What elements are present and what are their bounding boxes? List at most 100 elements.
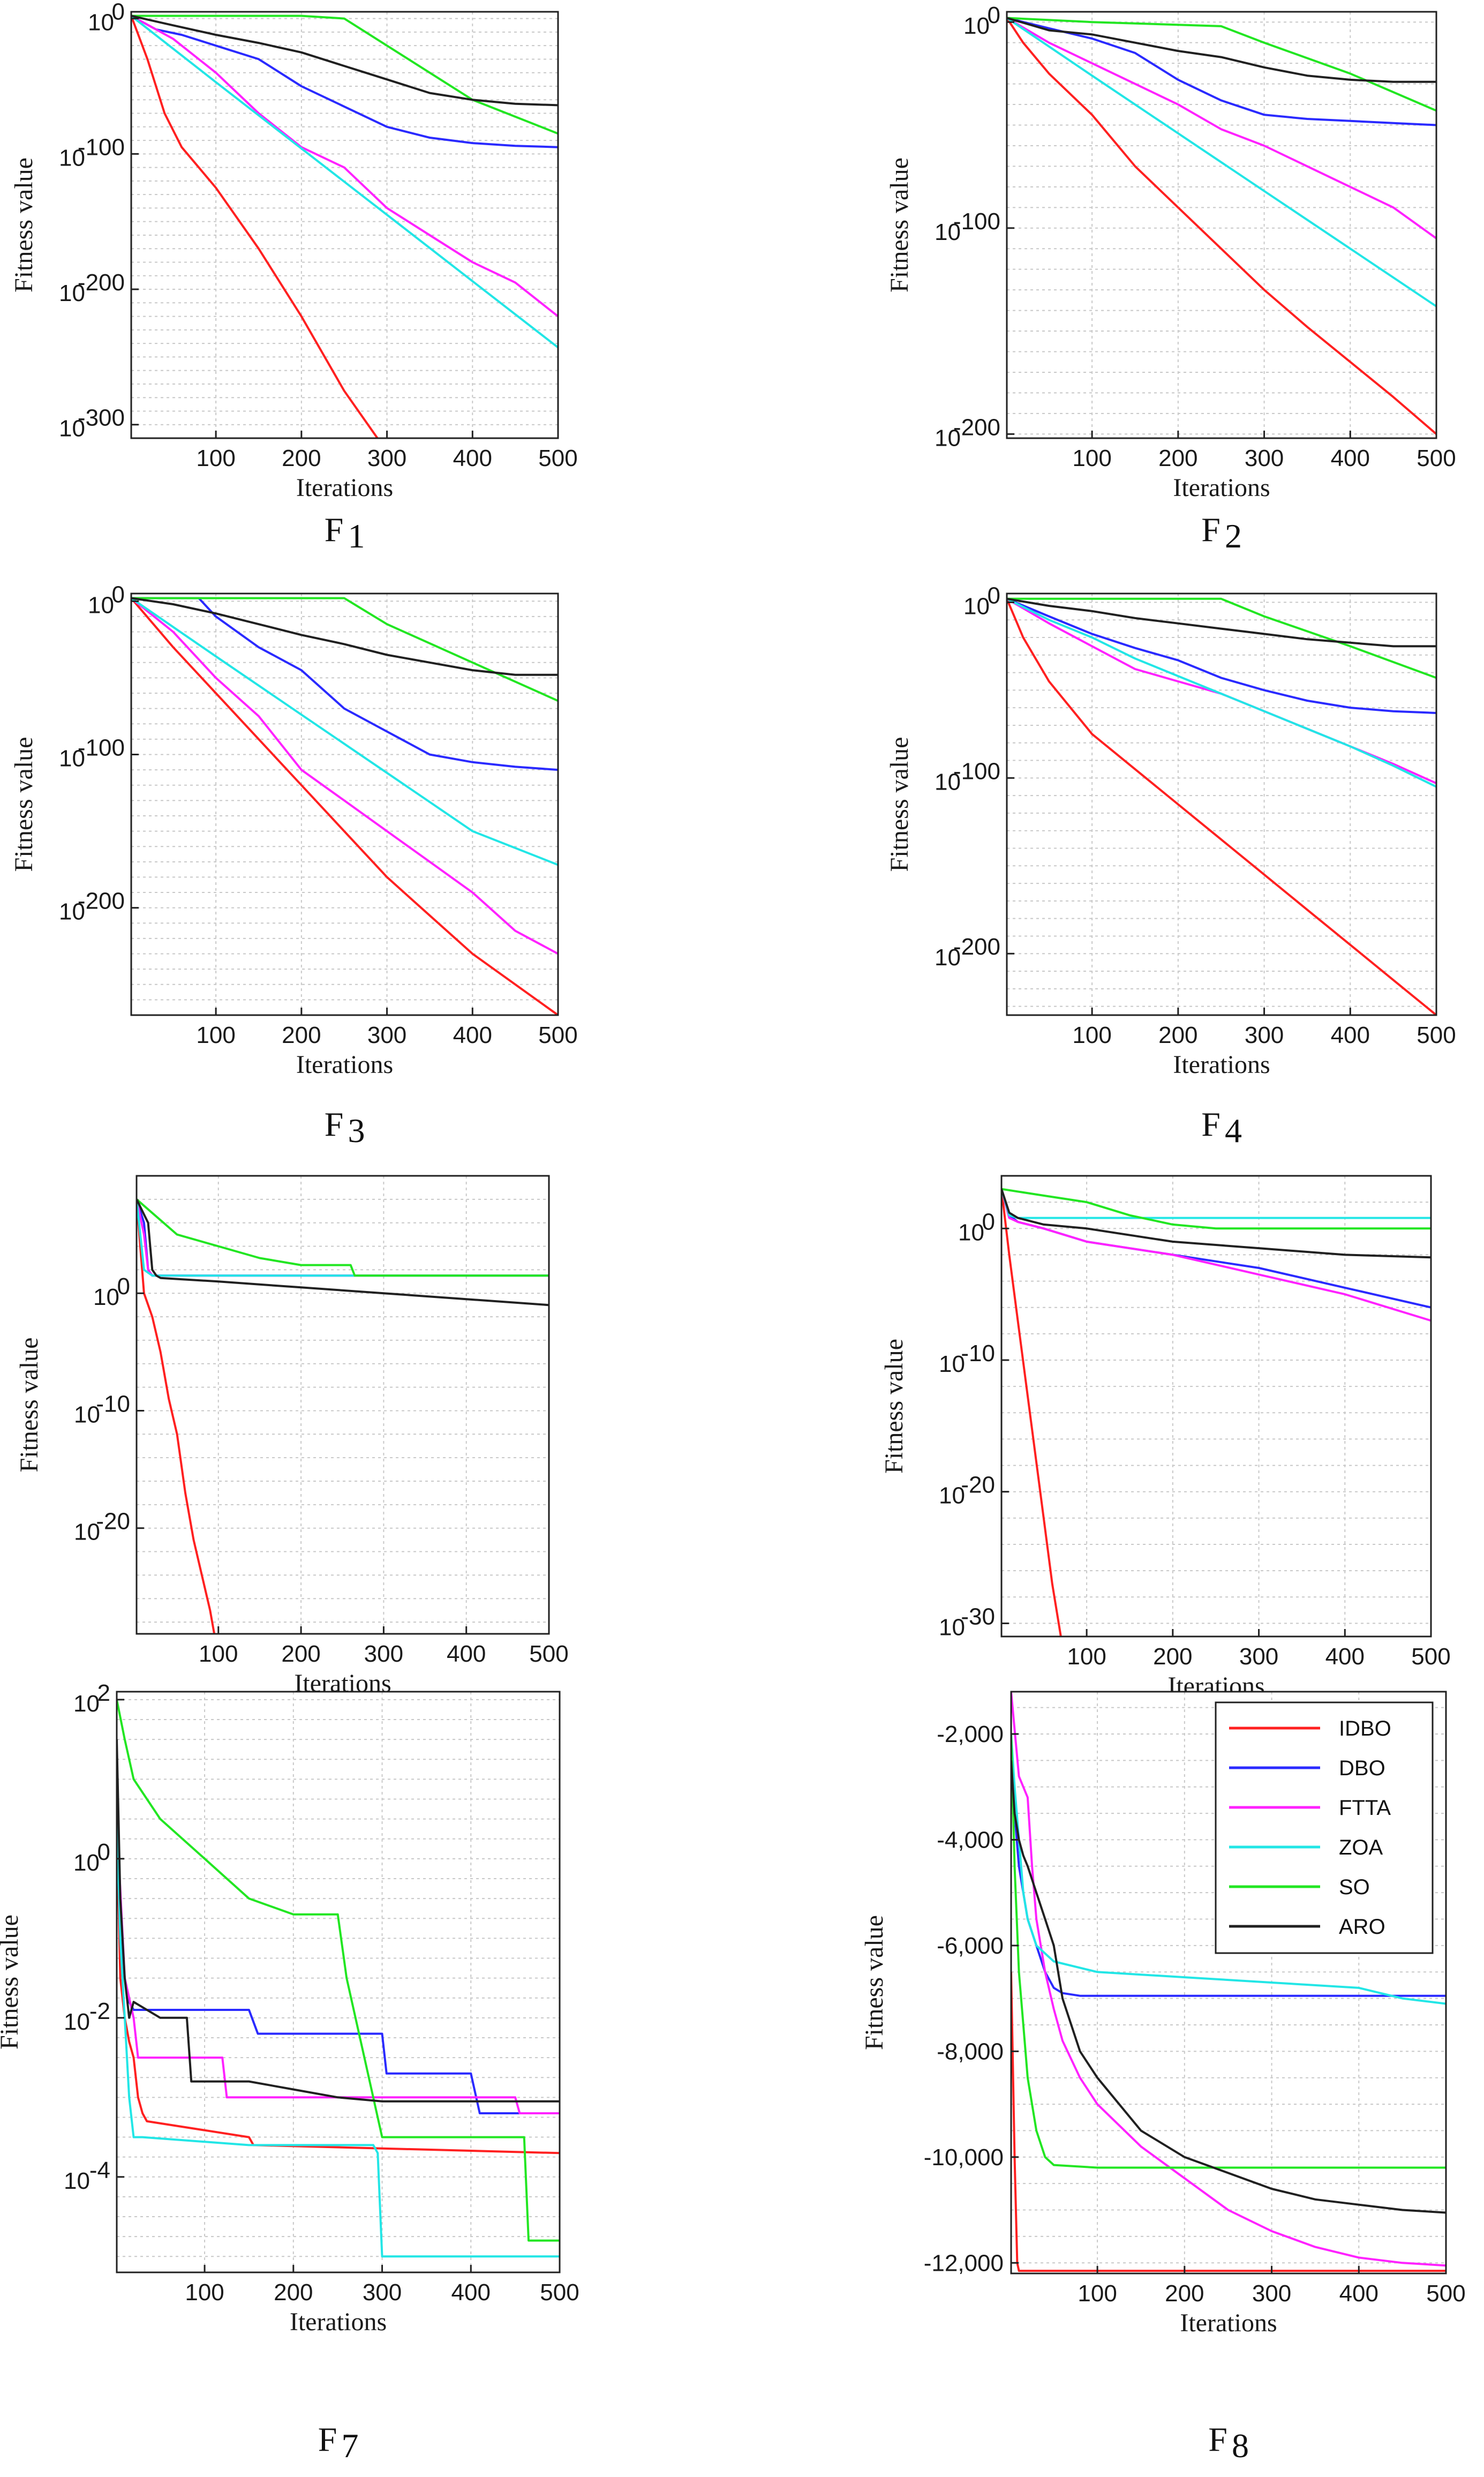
series-group <box>1001 1188 1431 1637</box>
series-line-idbo <box>1007 598 1436 1015</box>
series-line-zoa <box>137 1199 549 1277</box>
series-line-zoa <box>117 1819 560 2258</box>
series-group <box>1007 17 1436 435</box>
series-line-aro <box>1007 597 1436 648</box>
y-tick-label: 10 <box>59 899 85 925</box>
y-tick-label: -12,000 <box>924 2250 1004 2276</box>
plot-area <box>137 1176 549 1634</box>
x-tick-label: 300 <box>1239 1643 1278 1670</box>
y-tick-label: 10 <box>88 592 114 618</box>
x-tick-label: 500 <box>529 1641 568 1667</box>
y-tick-label: 10 <box>64 2009 90 2035</box>
y-tick-exponent: -10 <box>961 1340 995 1367</box>
series-line-idbo <box>1007 17 1436 435</box>
x-tick-label: 100 <box>199 1641 238 1667</box>
x-axis-label: Iterations <box>296 474 393 502</box>
x-tick-label: 500 <box>540 2279 579 2306</box>
y-tick-exponent: 0 <box>97 1839 110 1865</box>
y-tick-label: -8,000 <box>937 2038 1004 2065</box>
panel-caption: F <box>325 511 344 549</box>
y-tick-label: 10 <box>73 1850 100 1876</box>
panel-caption: F <box>1201 511 1221 549</box>
x-axis-label: Iterations <box>1173 474 1270 502</box>
chart-panel-7: 100 200 300 400 50010210010-210-4IterationsF… <box>0 1680 579 2465</box>
legend-label-zoa: ZOA <box>1339 1836 1383 1859</box>
axes-frame <box>1010 1691 1447 2275</box>
series-group <box>117 1699 560 2258</box>
x-tick-label: 200 <box>1165 2280 1204 2307</box>
y-tick-label: 10 <box>935 425 961 451</box>
y-tick-exponent: -30 <box>961 1603 995 1630</box>
plot-area <box>117 1692 560 2272</box>
y-tick-exponent: -200 <box>953 414 1000 440</box>
series-line-aro <box>137 1198 549 1307</box>
series-line-zoa <box>1007 17 1436 307</box>
series-line-aro <box>117 1739 560 2103</box>
x-tick-label: 300 <box>363 2279 402 2306</box>
series-line-idbo <box>137 1199 216 1634</box>
y-tick-exponent: -300 <box>78 405 125 431</box>
x-tick-label: 400 <box>453 445 492 471</box>
series-line-idbo <box>1001 1189 1062 1637</box>
x-tick-label: 400 <box>1331 1022 1370 1048</box>
y-tick-label: 10 <box>74 1519 100 1545</box>
x-tick-label: 100 <box>1078 2280 1117 2307</box>
series-line-so <box>1007 597 1436 679</box>
y-tick-exponent: -100 <box>78 734 125 761</box>
series-line-dbo <box>1011 1760 1446 1997</box>
x-tick-label: 500 <box>538 445 577 471</box>
axes-frame <box>1006 592 1437 1016</box>
y-tick-exponent: -100 <box>953 208 1000 235</box>
y-axis-label: Fitness value <box>15 1338 43 1473</box>
grid <box>1007 12 1436 438</box>
y-tick-exponent: 0 <box>982 1209 995 1235</box>
series-line-dbo <box>131 14 558 148</box>
y-tick-label: -2,000 <box>937 1721 1004 1747</box>
panel-caption-subscript: 7 <box>342 2427 359 2465</box>
series-group <box>131 14 558 438</box>
series-line-aro <box>131 14 558 107</box>
y-tick-label: 10 <box>939 1483 965 1509</box>
grid <box>1001 1175 1431 1637</box>
legend-label-ftta: FTTA <box>1339 1796 1391 1820</box>
legend-label-aro: ARO <box>1339 1915 1385 1939</box>
y-tick-exponent: -10 <box>96 1391 130 1417</box>
series-line-ftta <box>1007 17 1436 239</box>
y-tick-label: 10 <box>958 1219 984 1245</box>
y-tick-exponent: 0 <box>112 581 125 607</box>
series-line-ftta <box>117 1819 560 2114</box>
axes-frame <box>1006 11 1437 439</box>
x-tick-label: 300 <box>1252 2280 1291 2307</box>
y-tick-exponent: -100 <box>953 758 1000 784</box>
series-line-ftta <box>131 14 558 318</box>
x-tick-label: 400 <box>451 2279 491 2306</box>
series-line-so <box>137 1198 549 1277</box>
x-tick-label: 300 <box>1245 1022 1284 1048</box>
y-tick-label: 10 <box>935 219 961 245</box>
axes-frame <box>1000 1175 1432 1638</box>
x-tick-label: 200 <box>281 1641 320 1667</box>
y-tick-label: 10 <box>74 1401 100 1428</box>
axes-frame <box>130 11 559 439</box>
x-tick-label: 500 <box>1417 445 1456 471</box>
chart-panel-5: 100 200 300 400 50010010-1010-20IterationsFi… <box>15 1175 569 1782</box>
chart-panel-8: 100 200 300 400 500 -2,000 -4,000 -6,000 -8,000 -… <box>860 1691 1466 2465</box>
y-axis-label: Fitness value <box>10 157 38 292</box>
y-tick-exponent: -20 <box>96 1508 130 1535</box>
x-tick-label: 200 <box>1153 1643 1192 1670</box>
y-tick-exponent: -4 <box>89 2157 110 2183</box>
y-tick-label: 10 <box>59 145 85 171</box>
chart-panel-1: 100 200 300 400 50010010-10010-20010-300Iter… <box>10 0 578 555</box>
chart-panel-3: 100 200 300 400 50010010-10010-200Iterations… <box>10 581 578 1150</box>
grid <box>1007 594 1436 1015</box>
y-tick-label: -6,000 <box>937 1933 1004 1959</box>
series-line-dbo <box>1007 597 1436 714</box>
x-tick-label: 300 <box>367 1022 406 1048</box>
series-line-dbo <box>131 597 558 771</box>
panel-caption: F <box>325 1105 344 1143</box>
x-tick-label: 500 <box>1411 1643 1450 1670</box>
grid <box>137 1175 549 1634</box>
y-tick-label: 10 <box>93 1284 119 1310</box>
x-tick-label: 100 <box>196 1022 235 1048</box>
